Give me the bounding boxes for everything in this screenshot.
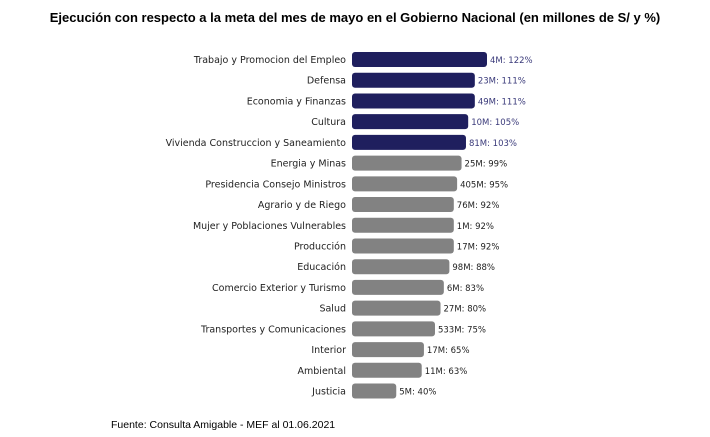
category-label: Ambiental — [298, 366, 346, 377]
chart-title: Ejecución con respecto a la meta del mes… — [49, 10, 661, 25]
bar-row: Producción 17M: 92% — [294, 238, 500, 254]
data-label: 23M: 111% — [478, 77, 526, 87]
data-label: 17M: 92% — [457, 242, 500, 252]
data-label: 4M: 122% — [490, 56, 533, 66]
bar-row: Educación 98M: 88% — [297, 259, 495, 275]
category-label: Salud — [319, 304, 346, 315]
data-label: 10M: 105% — [471, 118, 519, 128]
data-label: 11M: 63% — [425, 367, 468, 377]
data-label: 6M: 83% — [447, 284, 484, 294]
source-note: Fuente: Consulta Amigable - MEF al 01.06… — [111, 419, 336, 431]
bars-layer: Trabajo y Promocion del Empleo 4M: 122% De… — [166, 52, 533, 399]
category-label: Interior — [311, 345, 346, 356]
data-label: 81M: 103% — [469, 139, 517, 149]
bar — [352, 383, 397, 399]
bar-row: Justicia 5M: 40% — [311, 383, 436, 399]
category-label: Transportes y Comunicaciones — [200, 324, 346, 335]
bar-row: Ambiental 11M: 63% — [298, 362, 468, 378]
bar — [352, 72, 475, 88]
category-label: Producción — [294, 241, 346, 252]
bar-row: Energia y Minas 25M: 99% — [271, 155, 508, 171]
data-label: 17M: 65% — [427, 346, 470, 356]
category-label: Educación — [297, 262, 346, 273]
data-label: 5M: 40% — [399, 388, 436, 398]
category-label: Justicia — [311, 387, 346, 398]
bar — [352, 238, 454, 254]
bar — [352, 197, 454, 213]
bar-row: Trabajo y Promocion del Empleo 4M: 122% — [193, 52, 533, 67]
bar-row: Vivienda Construccion y Saneamiento 81M: … — [166, 134, 517, 150]
data-label: 27M: 80% — [444, 305, 487, 315]
bar — [352, 134, 466, 150]
bar-row: Mujer y Poblaciones Vulnerables 1M: 92% — [193, 217, 494, 233]
bar-row: Comercio Exterior y Turismo 6M: 83% — [212, 279, 484, 295]
bar-row: Economia y Finanzas 49M: 111% — [247, 93, 526, 109]
bar-row: Cultura 10M: 105% — [311, 114, 519, 130]
category-label: Defensa — [307, 76, 346, 87]
bar — [352, 342, 424, 358]
data-label: 76M: 92% — [457, 201, 500, 211]
data-label: 533M: 75% — [438, 325, 486, 335]
bar — [352, 321, 435, 337]
data-label: 49M: 111% — [478, 97, 526, 107]
category-label: Cultura — [311, 117, 346, 128]
bar-row: Defensa 23M: 111% — [307, 72, 526, 88]
bar — [352, 362, 422, 378]
data-label: 1M: 92% — [457, 222, 494, 232]
bar — [352, 176, 458, 192]
bar-row: Agrario y de Riego 76M: 92% — [258, 197, 500, 213]
bar — [352, 300, 441, 316]
category-label: Presidencia Consejo Ministros — [205, 179, 346, 190]
bar-row: Presidencia Consejo Ministros 405M: 95% — [205, 176, 508, 192]
bar — [352, 155, 462, 171]
bar — [352, 217, 454, 233]
bar — [352, 259, 450, 275]
bar-row: Salud 27M: 80% — [319, 300, 487, 316]
bar-row: Transportes y Comunicaciones 533M: 75% — [200, 321, 486, 337]
bar — [352, 279, 444, 295]
data-label: 98M: 88% — [452, 263, 495, 273]
category-label: Mujer y Poblaciones Vulnerables — [193, 221, 346, 232]
bar — [352, 93, 475, 109]
category-label: Vivienda Construccion y Saneamiento — [166, 138, 347, 149]
category-label: Trabajo y Promocion del Empleo — [193, 55, 346, 66]
data-label: 25M: 99% — [465, 160, 508, 170]
category-label: Energia y Minas — [271, 159, 346, 170]
bar — [352, 52, 487, 67]
category-label: Agrario y de Riego — [258, 200, 346, 211]
bar — [352, 114, 469, 130]
category-label: Economia y Finanzas — [247, 96, 346, 107]
category-label: Comercio Exterior y Turismo — [212, 283, 346, 294]
bar-row: Interior 17M: 65% — [311, 342, 470, 358]
data-label: 405M: 95% — [460, 180, 508, 190]
